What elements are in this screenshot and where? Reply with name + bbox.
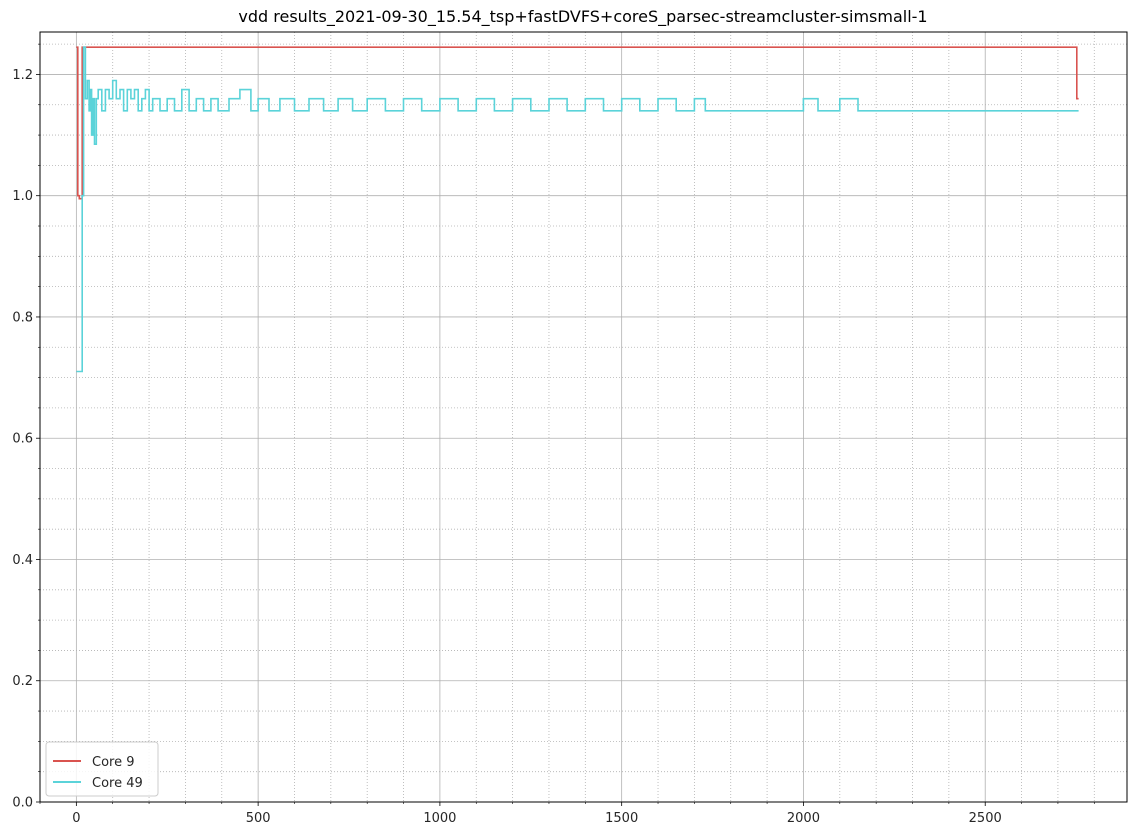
- legend-label-core-49: Core 49: [92, 776, 143, 791]
- x-axis: 0 500 1000 1500 2000 2500: [39, 802, 1095, 826]
- y-tick-label: 0.0: [12, 796, 33, 811]
- x-tick-label: 1500: [605, 811, 638, 826]
- x-tick-label: 1000: [423, 811, 456, 826]
- y-tick-label: 0.4: [12, 553, 33, 568]
- minor-grid: [39, 32, 1127, 802]
- x-tick-label: 2000: [787, 811, 820, 826]
- y-axis: 0.0 0.2 0.4 0.6 0.8 1.0 1.2: [12, 43, 40, 811]
- major-grid: [40, 32, 1127, 803]
- y-tick-label: 0.2: [12, 674, 33, 689]
- y-tick-label: 0.6: [12, 432, 33, 447]
- chart-title: vdd results_2021-09-30_15.54_tsp+fastDVF…: [238, 7, 927, 27]
- series-line-core-9: [76, 46, 1079, 200]
- series-layer: [76, 46, 1079, 373]
- x-tick-label: 2500: [969, 811, 1002, 826]
- axes-frame: [39, 31, 1128, 803]
- y-tick-label: 1.0: [12, 189, 33, 204]
- x-tick-label: 0: [72, 811, 80, 826]
- series-line-core-49: [76, 46, 1079, 373]
- y-tick-label: 0.8: [12, 310, 33, 325]
- legend-label-core-9: Core 9: [92, 755, 135, 770]
- legend: Core 9 Core 49: [45, 741, 159, 797]
- x-tick-label: 500: [246, 811, 271, 826]
- y-tick-label: 1.2: [12, 68, 33, 83]
